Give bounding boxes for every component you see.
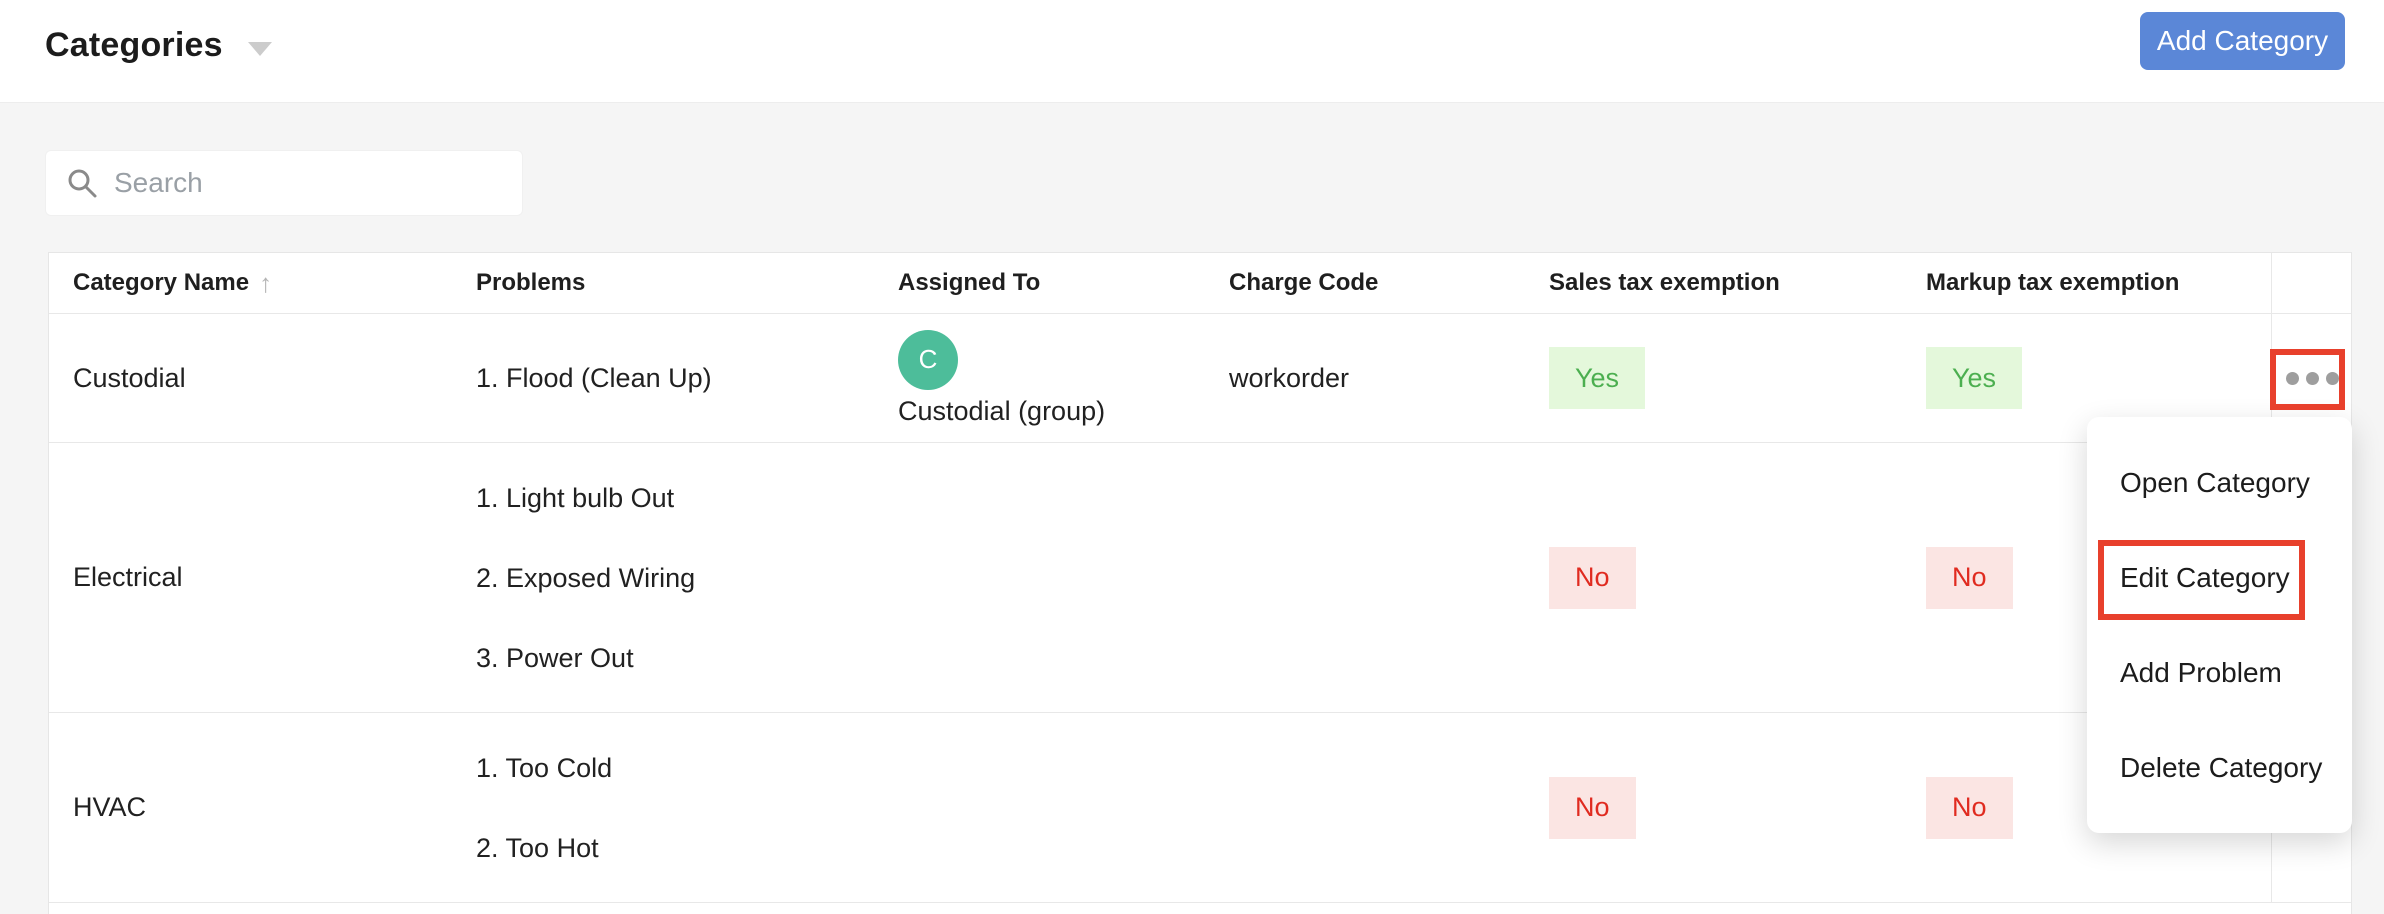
sales-tax-cell: No [1525, 443, 1902, 712]
assigned-to-cell: C Custodial (group) [874, 314, 1205, 442]
markup-tax-badge: No [1926, 546, 2013, 609]
problem-item: 2. Too Hot [476, 832, 599, 863]
assigned-group-name: Custodial (group) [898, 395, 1106, 426]
markup-tax-cell: No [1902, 443, 2271, 712]
problem-item: 2. Exposed Wiring [476, 562, 696, 593]
problem-item: 3. Power Out [476, 642, 634, 673]
column-header-sales-tax[interactable]: Sales tax exemption [1549, 269, 1780, 296]
problem-item: 1. Too Cold [476, 752, 613, 783]
menu-item-open-category[interactable]: Open Category [2120, 466, 2310, 498]
charge-code-cell [1205, 713, 1525, 902]
markup-tax-badge: No [1926, 776, 2013, 839]
ellipsis-icon [2285, 371, 2299, 385]
markup-tax-badge: Yes [1926, 347, 2023, 409]
sales-tax-cell: Yes [1525, 314, 1902, 442]
column-header-problems[interactable]: Problems [476, 269, 586, 296]
table-header-row: Category Name ↑ Problems Assigned To Cha… [49, 253, 2351, 314]
sales-tax-cell: No [1525, 713, 1902, 902]
table-row-custodial: Custodial 1. Flood (Clean Up) C Custodia… [49, 314, 2351, 443]
charge-code-cell: workorder [1229, 362, 1350, 393]
column-header-actions [2271, 253, 2352, 313]
row-context-menu: Open Category Edit Category Add Problem … [2087, 417, 2352, 833]
menu-item-delete-category[interactable]: Delete Category [2120, 751, 2323, 783]
sales-tax-badge: No [1549, 546, 1636, 609]
assigned-to-cell [874, 713, 1205, 902]
assigned-to-cell [874, 443, 1205, 712]
problem-item: 1. Flood (Clean Up) [476, 363, 712, 393]
category-name-cell: Electrical [73, 562, 183, 592]
column-header-markup-tax[interactable]: Markup tax exemption [1926, 269, 2180, 296]
row-actions-menu-button[interactable] [2282, 354, 2342, 402]
title-caret-icon[interactable] [248, 42, 272, 56]
top-bar: Categories Add Category [0, 0, 2384, 103]
markup-tax-cell: No [1902, 713, 2271, 902]
markup-tax-cell: Yes [1902, 314, 2271, 442]
category-name-cell: HVAC [73, 792, 147, 822]
table-row-hvac: HVAC 1. Too Cold 2. Too Hot No No [49, 713, 2351, 903]
add-category-button[interactable]: Add Category [2140, 12, 2345, 70]
search-box [45, 150, 523, 216]
charge-code-cell [1205, 443, 1525, 712]
sales-tax-badge: No [1549, 776, 1636, 839]
problems-cell: 1. Flood (Clean Up) [452, 314, 874, 442]
column-header-category-name[interactable]: Category Name ↑ [73, 267, 273, 298]
problem-item: 1. Light bulb Out [476, 482, 675, 513]
problems-cell: 1. Light bulb Out 2. Exposed Wiring 3. P… [452, 443, 874, 712]
categories-table: Category Name ↑ Problems Assigned To Cha… [48, 252, 2352, 914]
menu-item-edit-category[interactable]: Edit Category [2120, 561, 2290, 593]
table-row-electrical: Electrical 1. Light bulb Out 2. Exposed … [49, 443, 2351, 713]
search-input[interactable] [114, 167, 502, 199]
search-icon [68, 169, 97, 198]
sales-tax-badge: Yes [1549, 347, 1646, 409]
page-title: Categories [45, 26, 223, 64]
column-header-assigned-to[interactable]: Assigned To [898, 269, 1041, 296]
problems-cell: 1. Too Cold 2. Too Hot [452, 713, 874, 902]
column-header-charge-code[interactable]: Charge Code [1229, 269, 1379, 296]
category-name-cell: Custodial [73, 362, 186, 393]
menu-item-add-problem[interactable]: Add Problem [2120, 656, 2282, 688]
sort-ascending-icon: ↑ [259, 267, 273, 298]
avatar: C [898, 329, 958, 390]
